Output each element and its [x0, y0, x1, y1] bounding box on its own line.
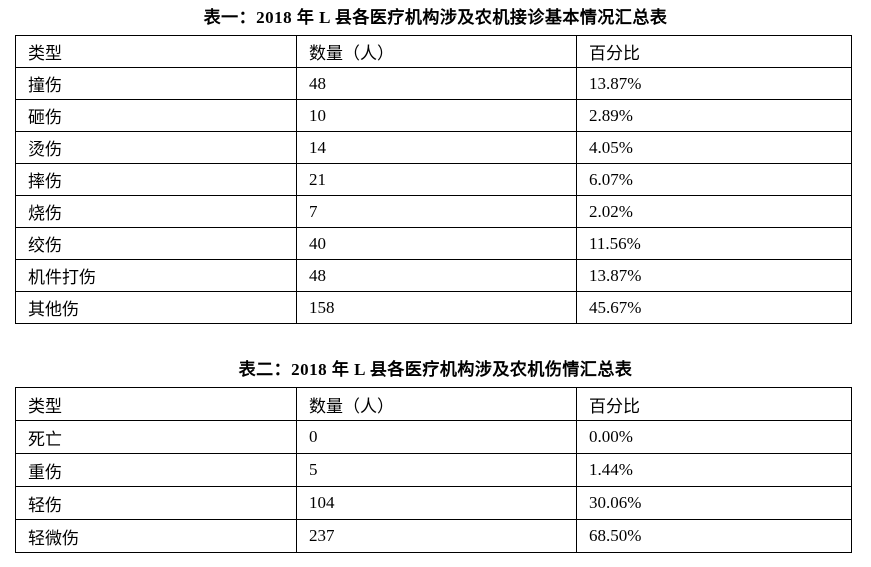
cell-count: 14 — [296, 131, 577, 164]
cell-count: 21 — [296, 163, 577, 196]
cell-count: 104 — [296, 486, 577, 520]
cell-percentage: 30.06% — [576, 486, 852, 520]
cell-percentage: 13.87% — [576, 67, 852, 100]
cell-count: 158 — [296, 291, 577, 324]
table-row: 轻微伤 237 68.50% — [15, 519, 852, 553]
table2-title: 表二：2018 年 L 县各医疗机构涉及农机伤情汇总表 — [238, 360, 633, 379]
table1-header-percentage: 百分比 — [576, 35, 852, 68]
cell-count: 48 — [296, 67, 577, 100]
cell-type: 烧伤 — [15, 195, 297, 228]
cell-type: 机件打伤 — [15, 259, 297, 292]
cell-count: 40 — [296, 227, 577, 260]
table-row: 死亡 0 0.00% — [15, 420, 852, 454]
cell-type: 重伤 — [15, 453, 297, 487]
table1-header-count: 数量（人） — [296, 35, 577, 68]
cell-percentage: 11.56% — [576, 227, 852, 260]
cell-type: 摔伤 — [15, 163, 297, 196]
cell-percentage: 1.44% — [576, 453, 852, 487]
table-row: 其他伤 158 45.67% — [15, 291, 852, 324]
table2-header-row: 类型 数量（人） 百分比 — [15, 387, 852, 421]
table-row: 摔伤 21 6.07% — [15, 163, 852, 196]
table2-header-count: 数量（人） — [296, 387, 577, 421]
table2-injury-severity-summary: 类型 数量（人） 百分比 死亡 0 0.00% 重伤 5 1.44% 轻伤 10… — [15, 387, 852, 553]
cell-count: 7 — [296, 195, 577, 228]
cell-type: 绞伤 — [15, 227, 297, 260]
cell-count: 5 — [296, 453, 577, 487]
cell-percentage: 2.89% — [576, 99, 852, 132]
table-row: 绞伤 40 11.56% — [15, 227, 852, 260]
table1-header-row: 类型 数量（人） 百分比 — [15, 35, 852, 68]
cell-type: 砸伤 — [15, 99, 297, 132]
table2-header-type: 类型 — [15, 387, 297, 421]
table1-title: 表一：2018 年 L 县各医疗机构涉及农机接诊基本情况汇总表 — [203, 8, 668, 27]
table-row: 机件打伤 48 13.87% — [15, 259, 852, 292]
table-row: 重伤 5 1.44% — [15, 453, 852, 487]
cell-type: 其他伤 — [15, 291, 297, 324]
cell-count: 10 — [296, 99, 577, 132]
table2-header-percentage: 百分比 — [576, 387, 852, 421]
cell-count: 237 — [296, 519, 577, 553]
cell-type: 烫伤 — [15, 131, 297, 164]
table-row: 轻伤 104 30.06% — [15, 486, 852, 520]
cell-percentage: 4.05% — [576, 131, 852, 164]
cell-percentage: 45.67% — [576, 291, 852, 324]
table-row: 烧伤 7 2.02% — [15, 195, 852, 228]
cell-percentage: 68.50% — [576, 519, 852, 553]
table-row: 砸伤 10 2.89% — [15, 99, 852, 132]
cell-type: 撞伤 — [15, 67, 297, 100]
table1-injury-reception-summary: 类型 数量（人） 百分比 撞伤 48 13.87% 砸伤 10 2.89% 烫伤… — [15, 35, 852, 324]
table-row: 烫伤 14 4.05% — [15, 131, 852, 164]
table-row: 撞伤 48 13.87% — [15, 67, 852, 100]
cell-percentage: 0.00% — [576, 420, 852, 454]
cell-count: 0 — [296, 420, 577, 454]
cell-percentage: 13.87% — [576, 259, 852, 292]
table1-header-type: 类型 — [15, 35, 297, 68]
cell-type: 轻伤 — [15, 486, 297, 520]
cell-type: 死亡 — [15, 420, 297, 454]
cell-type: 轻微伤 — [15, 519, 297, 553]
cell-percentage: 6.07% — [576, 163, 852, 196]
cell-count: 48 — [296, 259, 577, 292]
cell-percentage: 2.02% — [576, 195, 852, 228]
